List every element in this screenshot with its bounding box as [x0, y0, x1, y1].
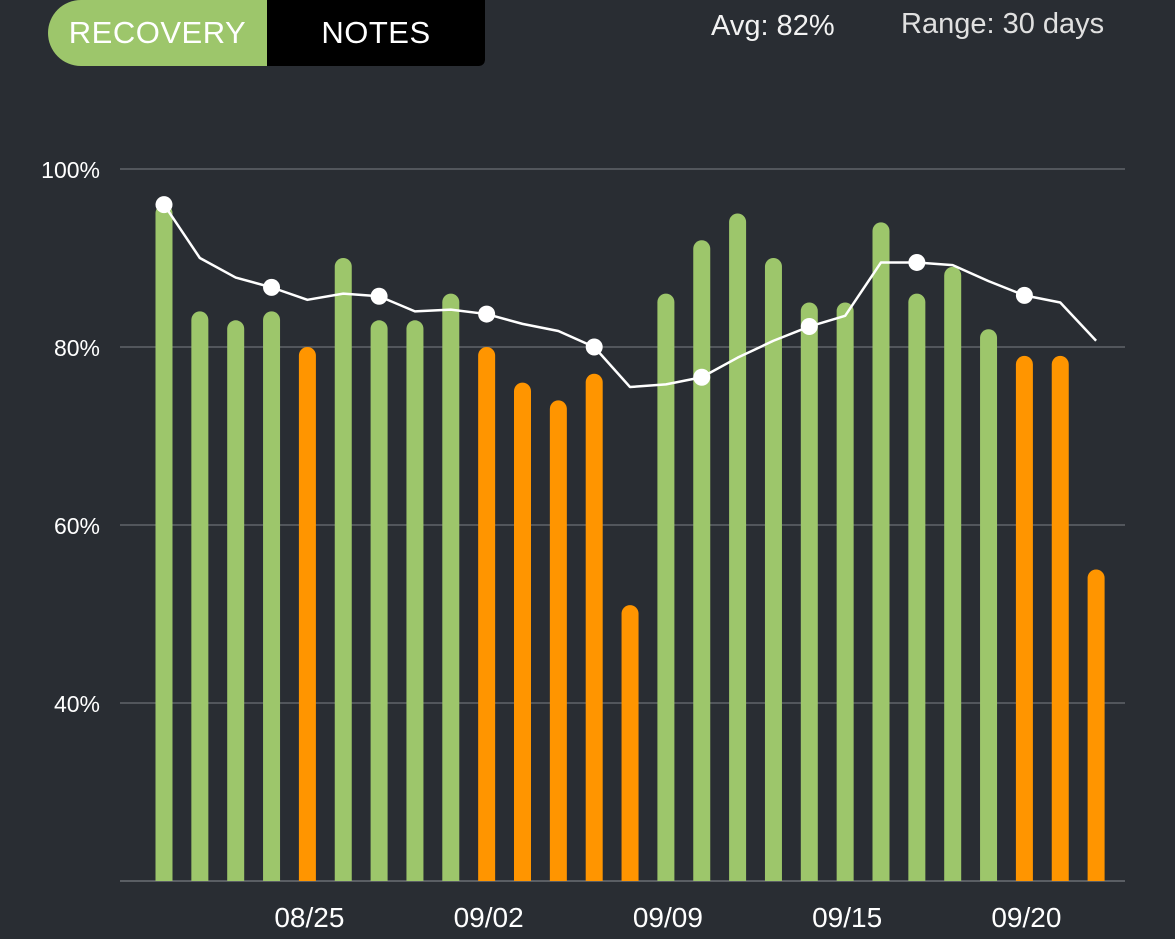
bar-green	[657, 293, 675, 882]
range-stat[interactable]: Range: 30 days	[901, 8, 1105, 40]
x-tick-label: 09/20	[991, 902, 1061, 933]
bar-green	[191, 311, 209, 881]
trend-point	[585, 338, 603, 356]
x-tick-label: 09/09	[633, 902, 703, 933]
y-tick-label: 80%	[54, 335, 100, 361]
bar-orange	[514, 382, 531, 881]
tab-recovery[interactable]: RECOVERY	[48, 0, 267, 66]
y-tick-label: 40%	[54, 691, 100, 717]
y-tick-label: 60%	[54, 513, 100, 539]
bar-orange	[1087, 569, 1105, 881]
axis-label-layer: 100% 80% 60% 40% 08/25 09/02 09/09 09/15 09/20	[41, 157, 1061, 933]
trend-point	[155, 196, 173, 214]
bar-green	[227, 320, 245, 881]
bar-green	[800, 302, 818, 881]
tab-notes[interactable]: NOTES	[267, 0, 485, 66]
bar-orange	[1051, 355, 1069, 881]
bar-green	[944, 266, 962, 881]
bar-orange	[1015, 355, 1033, 881]
trend-point	[1015, 286, 1033, 304]
bar-orange	[585, 373, 603, 881]
trend-point	[370, 287, 388, 305]
bar-green	[442, 293, 460, 882]
bar-orange	[621, 605, 639, 881]
bar-green	[693, 240, 711, 881]
trend-line	[162, 203, 1098, 389]
trend-point	[478, 305, 496, 323]
bar-green	[155, 204, 173, 882]
bar-green	[729, 213, 747, 881]
bar-green	[263, 311, 281, 881]
bar-green	[370, 320, 388, 881]
trend-point	[800, 318, 818, 336]
trend-line-layer	[155, 196, 1098, 389]
bar-orange	[478, 347, 496, 881]
average-stat: Avg: 82%	[711, 10, 835, 42]
bar-green	[406, 320, 424, 881]
view-tabs: RECOVERY NOTES	[48, 0, 485, 66]
trend-point	[908, 253, 926, 271]
bar-green	[872, 222, 890, 881]
y-tick-label: 100%	[41, 157, 100, 183]
bar-green	[334, 258, 352, 881]
x-tick-label: 08/25	[274, 902, 344, 933]
trend-point	[263, 278, 281, 296]
x-tick-label: 09/02	[454, 902, 524, 933]
bars-layer	[155, 204, 1105, 882]
trend-point	[693, 368, 711, 386]
x-tick-label: 09/15	[812, 902, 882, 933]
bar-green	[836, 302, 854, 881]
bar-green	[764, 258, 782, 881]
bar-orange	[549, 400, 567, 881]
bar-green	[908, 293, 926, 882]
bar-orange	[298, 347, 316, 881]
bar-green	[980, 329, 998, 881]
